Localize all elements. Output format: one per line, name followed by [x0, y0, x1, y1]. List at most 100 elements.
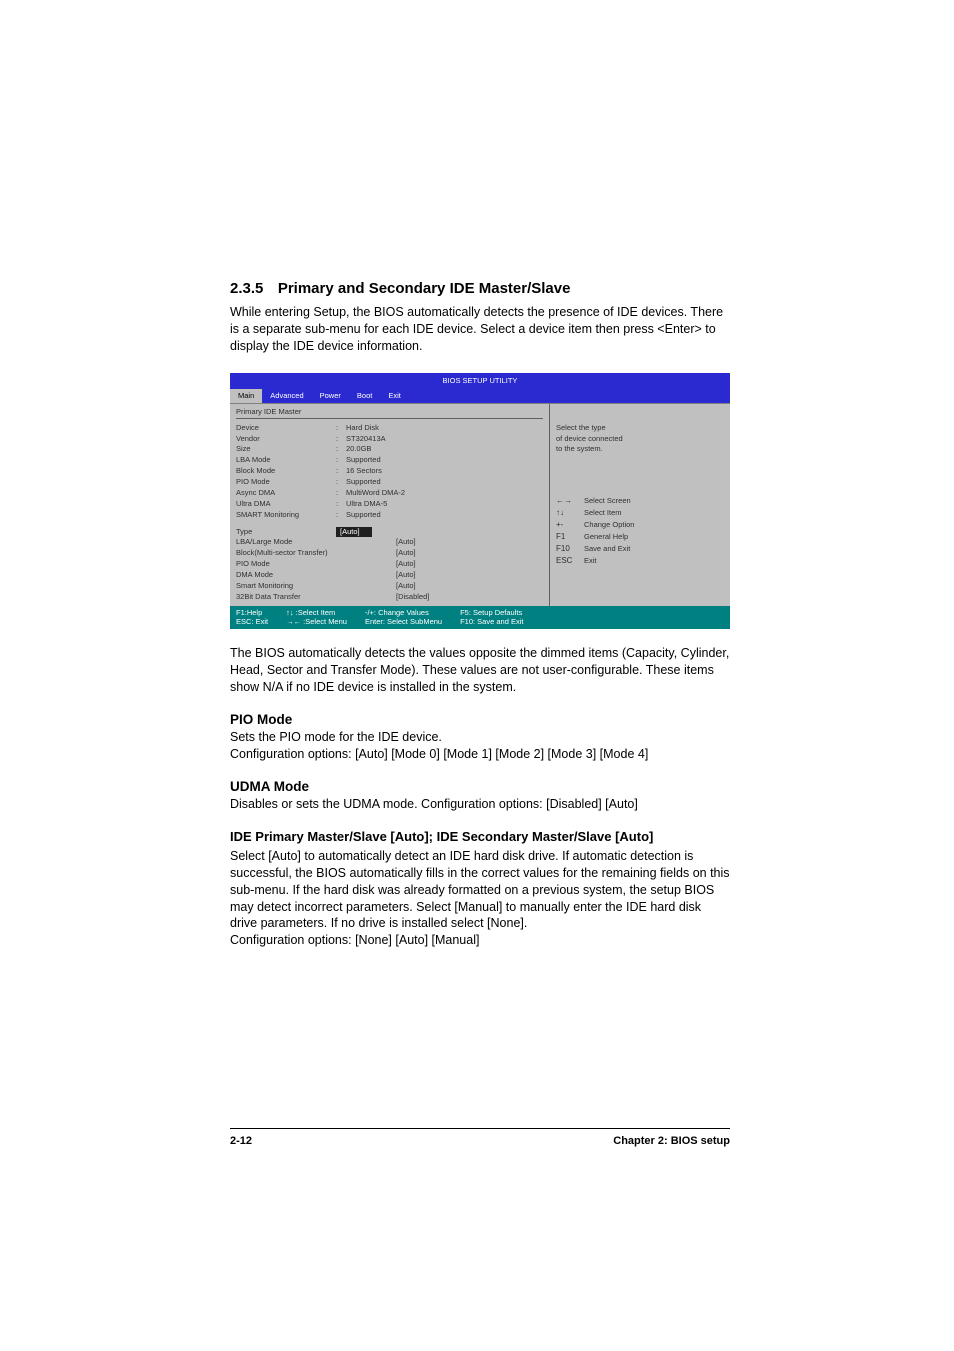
bios-option-row[interactable]: DMA Mode[Auto] [236, 570, 543, 581]
bios-field-sep: : [336, 477, 346, 488]
page-content: 2.3.5 Primary and Secondary IDE Master/S… [230, 280, 730, 949]
bios-help-2: of device connected [556, 434, 724, 445]
bios-option-label: 32Bit Data Transfer [236, 592, 396, 603]
bios-field-sep: : [336, 423, 346, 434]
bios-field-label: Size [236, 444, 336, 455]
page-number: 2-12 [230, 1135, 252, 1147]
bios-field-label: Device [236, 423, 336, 434]
bios-field-value: ST320413A [346, 434, 543, 445]
bios-field-value: Supported [346, 477, 543, 488]
bios-type-row[interactable]: Type [Auto] [236, 527, 543, 538]
bios-nav-row: F10Save and Exit [556, 543, 724, 555]
bios-tab-boot[interactable]: Boot [349, 389, 380, 403]
bios-right-pane: . Select the type of device connected to… [550, 404, 730, 606]
bios-field-row: Device:Hard Disk [236, 423, 543, 434]
udma-mode-heading: UDMA Mode [230, 779, 730, 794]
bios-footer-updown: ↑↓ :Select Item [286, 608, 347, 618]
bios-field-sep: : [336, 510, 346, 521]
bios-field-value: 20.0GB [346, 444, 543, 455]
bios-tab-main[interactable]: Main [230, 389, 262, 403]
bios-field-row: Block Mode:16 Sectors [236, 466, 543, 477]
bios-option-value: [Auto] [396, 548, 543, 559]
bios-option-value: [Auto] [396, 570, 543, 581]
bios-screenshot: BIOS SETUP UTILITY Main Advanced Power B… [230, 373, 730, 630]
bios-title-bar: BIOS SETUP UTILITY [230, 373, 730, 389]
bios-nav-label: Save and Exit [584, 544, 630, 553]
bios-option-row[interactable]: Block(Multi-sector Transfer)[Auto] [236, 548, 543, 559]
ide-body: Select [Auto] to automatically detect an… [230, 848, 730, 932]
bios-option-row[interactable]: Smart Monitoring[Auto] [236, 581, 543, 592]
bios-field-label: LBA Mode [236, 455, 336, 466]
bios-option-value: [Auto] [396, 559, 543, 570]
bios-type-value: [Auto] [336, 527, 372, 538]
bios-field-row: Vendor:ST320413A [236, 434, 543, 445]
bios-footer-leftright: →← :Select Menu [286, 617, 347, 627]
bios-device-fields: Device:Hard DiskVendor:ST320413ASize:20.… [236, 423, 543, 521]
pio-line1: Sets the PIO mode for the IDE device. [230, 729, 730, 746]
intro-paragraph: While entering Setup, the BIOS automatic… [230, 304, 730, 355]
bios-option-label: DMA Mode [236, 570, 396, 581]
bios-nav-help: ←→Select Screen↑↓Select Item+-Change Opt… [556, 495, 724, 566]
bios-field-label: Vendor [236, 434, 336, 445]
bios-field-value: Ultra DMA-5 [346, 499, 543, 510]
bios-nav-key: ←→ [556, 495, 584, 507]
bios-field-sep: : [336, 488, 346, 499]
bios-nav-key: ESC [556, 555, 584, 567]
bios-option-row[interactable]: PIO Mode[Auto] [236, 559, 543, 570]
bios-option-value: [Auto] [396, 537, 543, 548]
bios-nav-row: +-Change Option [556, 519, 724, 531]
bios-field-value: MultiWord DMA-2 [346, 488, 543, 499]
bios-nav-label: General Help [584, 532, 628, 541]
bios-subtitle: Primary IDE Master [236, 407, 543, 419]
bios-nav-label: Change Option [584, 520, 634, 529]
bios-field-sep: : [336, 466, 346, 477]
bios-option-label: PIO Mode [236, 559, 396, 570]
ide-config: Configuration options: [None] [Auto] [Ma… [230, 932, 730, 949]
bios-field-value: 16 Sectors [346, 466, 543, 477]
chapter-label: Chapter 2: BIOS setup [613, 1135, 730, 1147]
bios-nav-key: ↑↓ [556, 507, 584, 519]
bios-menu-bar: Main Advanced Power Boot Exit [230, 389, 730, 403]
udma-line1: Disables or sets the UDMA mode. Configur… [230, 796, 730, 813]
pio-mode-heading: PIO Mode [230, 712, 730, 727]
bios-footer-f5: F5: Setup Defaults [460, 608, 523, 618]
bios-footer-bar: F1:Help ESC: Exit ↑↓ :Select Item →← :Se… [230, 606, 730, 630]
bios-field-sep: : [336, 455, 346, 466]
bios-nav-key: F1 [556, 531, 584, 543]
bios-option-label: LBA/Large Mode [236, 537, 396, 548]
bios-option-label: Block(Multi-sector Transfer) [236, 548, 396, 559]
bios-field-sep: : [336, 444, 346, 455]
bios-nav-row: ←→Select Screen [556, 495, 724, 507]
bios-type-label: Type [236, 527, 336, 538]
bios-footer-pm: -/+: Change Values [365, 608, 442, 618]
bios-nav-row: F1General Help [556, 531, 724, 543]
bios-field-row: Ultra DMA:Ultra DMA-5 [236, 499, 543, 510]
bios-field-label: Ultra DMA [236, 499, 336, 510]
bios-nav-key: +- [556, 519, 584, 531]
bios-left-pane: Primary IDE Master Device:Hard DiskVendo… [230, 404, 550, 606]
bios-field-row: Async DMA:MultiWord DMA-2 [236, 488, 543, 499]
bios-tab-power[interactable]: Power [312, 389, 349, 403]
bios-field-label: Block Mode [236, 466, 336, 477]
bios-option-value: [Auto] [396, 581, 543, 592]
bios-tab-exit[interactable]: Exit [380, 389, 409, 403]
bios-field-value: Hard Disk [346, 423, 543, 434]
bios-nav-row: ↑↓Select Item [556, 507, 724, 519]
bios-footer-f10: F10: Save and Exit [460, 617, 523, 627]
bios-option-row[interactable]: 32Bit Data Transfer[Disabled] [236, 592, 543, 603]
bios-field-row: LBA Mode:Supported [236, 455, 543, 466]
bios-title: BIOS SETUP UTILITY [443, 376, 518, 385]
bios-body: Primary IDE Master Device:Hard DiskVendo… [230, 403, 730, 606]
bios-option-rows: LBA/Large Mode[Auto]Block(Multi-sector T… [236, 537, 543, 602]
bios-tab-advanced[interactable]: Advanced [262, 389, 311, 403]
bios-field-row: Size:20.0GB [236, 444, 543, 455]
bios-option-row[interactable]: LBA/Large Mode[Auto] [236, 537, 543, 548]
bios-field-row: SMART Monitoring:Supported [236, 510, 543, 521]
bios-help-1: Select the type [556, 423, 724, 434]
bios-nav-label: Exit [584, 556, 597, 565]
bios-field-label: SMART Monitoring [236, 510, 336, 521]
bios-footer-esc: ESC: Exit [236, 617, 268, 627]
bios-nav-row: ESCExit [556, 555, 724, 567]
bios-field-value: Supported [346, 455, 543, 466]
bios-field-row: PIO Mode:Supported [236, 477, 543, 488]
